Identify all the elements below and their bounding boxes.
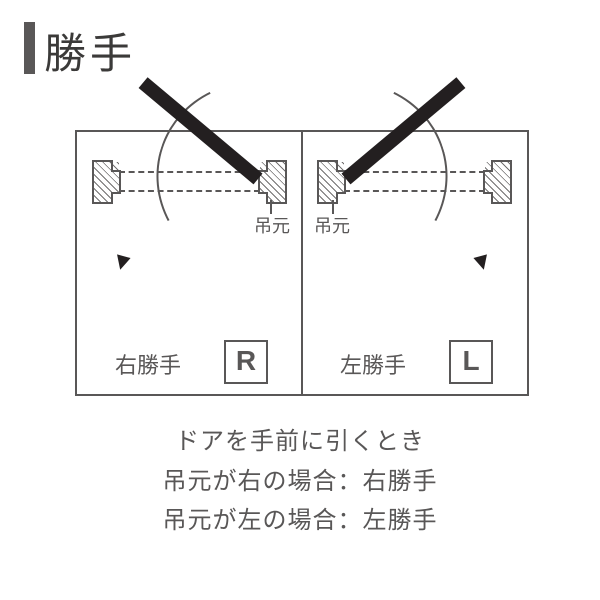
caption: ドアを手前に引くとき 吊元が右の場合：右勝手 吊元が左の場合：左勝手 (0, 422, 600, 541)
title-accent-bar (24, 22, 35, 74)
panel-label: 右勝手 (115, 348, 181, 380)
caption-line: ドアを手前に引くとき (0, 422, 600, 462)
diagram-box: 吊元 右勝手 R 吊元 左勝手 L (75, 130, 529, 396)
panel-letter: L (449, 340, 493, 384)
arrowhead-icon (473, 254, 490, 271)
caption-line: 吊元が左の場合：左勝手 (0, 501, 600, 541)
page: 勝手 吊元 右勝手 R 吊元 左勝手 (0, 0, 600, 600)
panel-label: 左勝手 (340, 348, 406, 380)
panel-letter: R (224, 340, 268, 384)
caption-line: 吊元が右の場合：右勝手 (0, 462, 600, 502)
arrowhead-icon (113, 254, 130, 271)
jamb-icon (92, 160, 121, 204)
page-title: 勝手 (44, 20, 136, 81)
jamb-icon (483, 160, 512, 204)
panel-left-hinge: 吊元 左勝手 L (302, 132, 527, 394)
hinge-label: 吊元 (314, 212, 350, 238)
